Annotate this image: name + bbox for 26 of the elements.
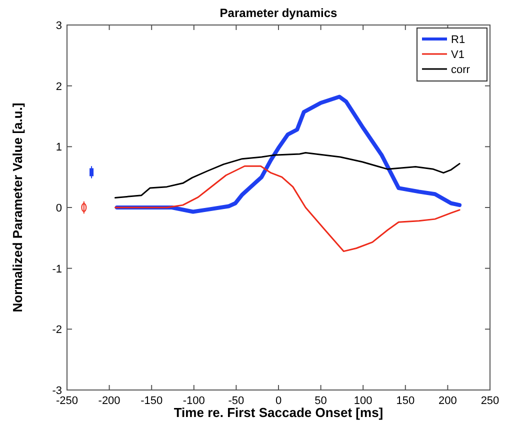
line-series	[114, 165, 460, 252]
x-axis-title: Time re. First Saccade Onset [ms]	[174, 405, 384, 420]
x-tick-label: 50	[314, 395, 327, 407]
x-tick-label: -50	[228, 395, 244, 407]
y-tick-label: -1	[52, 263, 62, 276]
x-tick-label: -200	[98, 395, 120, 407]
y-tick-label: -3	[52, 385, 62, 397]
line-series	[114, 152, 460, 199]
legend-label: corr	[451, 64, 470, 76]
legend-label: R1	[451, 34, 466, 46]
y-tick-label: 0	[56, 202, 62, 214]
y-tick-label: -2	[52, 324, 62, 336]
x-tick-label: 100	[354, 395, 372, 407]
legend-label: V1	[451, 49, 464, 61]
x-tick-label: -150	[140, 395, 163, 407]
y-tick-label: 3	[56, 20, 62, 32]
x-tick-label: 150	[396, 395, 415, 407]
chart-title: Parameter dynamics	[220, 6, 338, 20]
x-tick-label: 200	[438, 395, 457, 407]
x-tick-label: 0	[275, 395, 282, 407]
y-axis-title: Normalized Parameter Value [a.u.]	[10, 102, 25, 312]
y-tick-label: 1	[56, 142, 62, 154]
x-tick-label: -100	[182, 395, 205, 407]
x-tick-label: 250	[480, 395, 500, 407]
x-tick-label: -250	[56, 395, 78, 407]
y-tick-label: 2	[56, 80, 62, 93]
